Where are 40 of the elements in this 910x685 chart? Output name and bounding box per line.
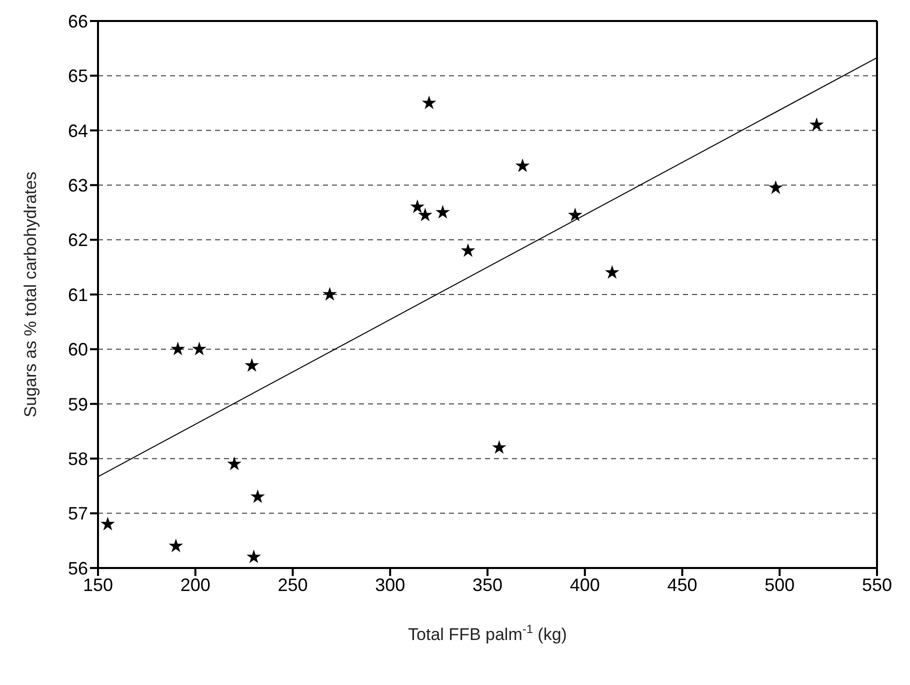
- point: [422, 96, 436, 110]
- x-tick-label: 400: [570, 574, 600, 595]
- y-tick-label: 62: [68, 230, 88, 250]
- y-tick-label: 60: [68, 340, 88, 360]
- point: [492, 440, 506, 454]
- y-tick-label: 59: [68, 394, 88, 414]
- x-tick-label: 450: [667, 574, 698, 595]
- x-tick-label: 300: [375, 574, 406, 595]
- y-tick-label: 57: [68, 504, 88, 524]
- point: [568, 208, 582, 222]
- point: [768, 180, 783, 194]
- point: [227, 456, 242, 470]
- x-tick-label: 550: [862, 574, 892, 595]
- point: [809, 117, 824, 132]
- point: [246, 550, 261, 564]
- point: [410, 199, 425, 214]
- y-tick-label: 63: [68, 175, 88, 196]
- x-tick-label: 200: [180, 574, 210, 595]
- y-tick-label: 61: [68, 284, 88, 305]
- point: [515, 158, 530, 172]
- x-tick-label: 500: [764, 574, 795, 595]
- point: [604, 265, 620, 279]
- x-tick-label: 350: [472, 574, 503, 595]
- point: [100, 516, 115, 530]
- y-tick-label: 58: [68, 448, 88, 469]
- x-axis-title: Total FFB palm$^{-1}$ (kg): [408, 622, 567, 644]
- point: [250, 489, 265, 503]
- point: [168, 538, 184, 552]
- point: [418, 208, 432, 222]
- point: [436, 204, 450, 219]
- y-tick-label: 64: [68, 120, 88, 141]
- x-tick-label: 250: [278, 574, 308, 595]
- y-axis-title: Sugars as % total carbohydrates: [21, 172, 40, 418]
- point: [460, 243, 476, 257]
- point: [244, 358, 260, 372]
- y-tick-label: 66: [68, 11, 88, 32]
- y-tick-label: 65: [68, 66, 88, 86]
- point: [192, 342, 206, 356]
- point: [170, 342, 186, 356]
- point: [322, 286, 337, 301]
